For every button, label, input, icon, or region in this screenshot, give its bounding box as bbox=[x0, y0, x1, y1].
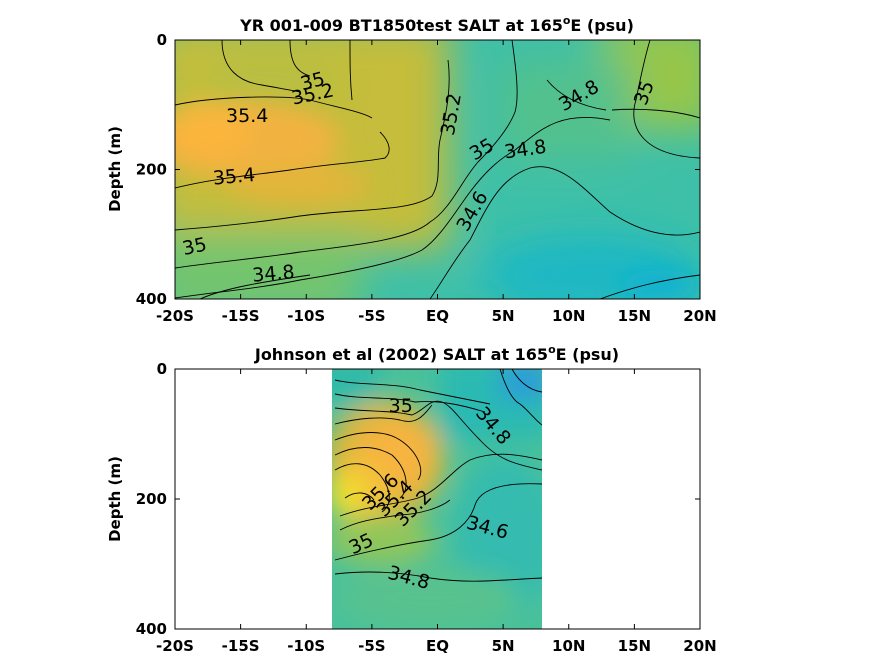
x-tick-label: 20N bbox=[683, 307, 716, 325]
x-tick-label: -5S bbox=[358, 307, 385, 325]
x-tick-label: 5N bbox=[492, 307, 515, 325]
x-tick-label: 15N bbox=[618, 637, 651, 655]
y-tick-label: 200 bbox=[136, 161, 167, 179]
bottom-panel: Johnson et al (2002) SALT at 165oE (psu) bbox=[106, 343, 717, 655]
y-tick-label: 0 bbox=[157, 360, 167, 378]
contour-label: 34.8 bbox=[251, 261, 295, 287]
x-tick-label: -5S bbox=[358, 637, 385, 655]
y-tick-label: 400 bbox=[136, 290, 167, 308]
top-chart-title: YR 001-009 BT1850test SALT at 165oE (psu… bbox=[239, 14, 634, 35]
x-tick-label: EQ bbox=[426, 637, 449, 655]
bottom-chart-title: Johnson et al (2002) SALT at 165oE (psu) bbox=[254, 343, 619, 364]
y-tick-label: 0 bbox=[157, 31, 167, 49]
contour-label: 35 bbox=[180, 233, 208, 260]
x-tick-label: 20N bbox=[683, 637, 716, 655]
bottom-salinity-field bbox=[332, 369, 542, 629]
contour-label: 35.4 bbox=[226, 105, 268, 127]
top-contours bbox=[175, 40, 700, 299]
top-panel: YR 001-009 BT1850test SALT at 165oE (psu… bbox=[106, 14, 717, 325]
x-tick-label: -10S bbox=[287, 637, 325, 655]
bottom-y-axis-label: Depth (m) bbox=[106, 456, 124, 542]
x-tick-label: -15S bbox=[222, 307, 260, 325]
y-tick-label: 400 bbox=[136, 620, 167, 638]
contour-label: 35.4 bbox=[212, 164, 256, 190]
x-tick-label: 10N bbox=[552, 307, 585, 325]
top-y-axis-label: Depth (m) bbox=[106, 126, 124, 212]
x-tick-label: 10N bbox=[552, 637, 585, 655]
x-tick-label: EQ bbox=[426, 307, 449, 325]
x-tick-label: -20S bbox=[156, 637, 194, 655]
contour-label: 35 bbox=[389, 395, 413, 417]
bottom-contours bbox=[334, 369, 542, 582]
x-tick-label: -15S bbox=[222, 637, 260, 655]
x-tick-label: 15N bbox=[618, 307, 651, 325]
x-tick-label: -20S bbox=[156, 307, 194, 325]
x-tick-label: 5N bbox=[492, 637, 515, 655]
y-tick-label: 200 bbox=[136, 490, 167, 508]
top-salinity-field bbox=[175, 40, 700, 299]
top-axis-ticks: -20S -15S -10S -5S EQ 5N 10N 15N 20N 0 200 400 bbox=[136, 31, 717, 325]
x-tick-label: -10S bbox=[287, 307, 325, 325]
bottom-axis-ticks: -20S -15S -10S -5S EQ 5N 10N 15N 20N 0 200 400 bbox=[136, 360, 717, 655]
